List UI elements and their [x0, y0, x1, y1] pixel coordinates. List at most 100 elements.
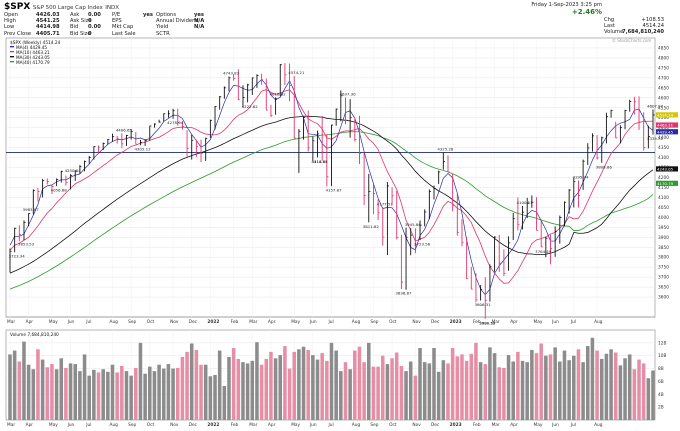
date-tick-label: Aug — [594, 319, 603, 325]
volume-bar — [199, 364, 203, 420]
volume-bar — [394, 352, 399, 420]
quote-value: yes — [194, 12, 204, 18]
volume-bar — [455, 356, 460, 420]
price-tick-label: 3700 — [658, 275, 669, 281]
volume-bar — [189, 343, 194, 420]
quote-value: N/A — [194, 18, 205, 25]
price-annotation: 4818.62 — [270, 91, 287, 96]
date-tick-label: 2022 — [207, 319, 219, 325]
last-value-marker — [656, 129, 678, 135]
price-tick-label: 4200 — [658, 175, 669, 181]
volume-bar — [31, 369, 36, 420]
volume-bar — [301, 346, 306, 420]
price-annotation: 4157.87 — [326, 188, 343, 193]
quote-value: N/A — [194, 24, 205, 31]
price-annotation: 4100.51 — [517, 200, 534, 205]
symbol: $SPX — [4, 2, 31, 12]
volume-bar — [161, 368, 166, 420]
quote-label: Open — [4, 12, 18, 18]
date-tick-label: Feb — [231, 319, 239, 325]
price-tick-label: 4100 — [658, 195, 669, 201]
price-tick-label: 3750 — [658, 265, 669, 271]
exchange: INDX — [105, 5, 120, 11]
price-annotation: 4335.31 — [647, 136, 664, 141]
price-annotation: 4278.94 — [167, 120, 184, 125]
date-tick-label: Aug — [352, 319, 361, 325]
volume-bar — [604, 353, 609, 420]
date-tick-label: Jul — [85, 422, 91, 428]
price-annotation: 3764.49 — [535, 249, 552, 254]
volume-bar — [534, 353, 539, 420]
price-annotation: 4195.44 — [572, 174, 589, 179]
volume-bar — [283, 346, 287, 420]
volume-bar — [227, 357, 231, 420]
watermark: © StockCharts.com — [612, 38, 651, 43]
price-annotation: 4177.51 — [377, 201, 394, 206]
volume-legend: Volume 7,684,810,240 — [10, 332, 59, 338]
volume-bar — [68, 363, 73, 420]
volume-bar — [581, 362, 585, 420]
date-tick-label: Feb — [473, 319, 481, 325]
volume-bar — [618, 365, 623, 420]
volume-bar — [297, 349, 301, 420]
quote-value: yes — [143, 12, 153, 18]
volume-bar — [516, 351, 520, 420]
volume-bar — [217, 350, 222, 420]
volume-bar — [441, 360, 446, 420]
volume-bar — [40, 359, 45, 420]
date-tick-label: Mar — [492, 422, 500, 428]
date-tick-label: Jul — [570, 422, 576, 428]
volume-bar — [334, 350, 338, 420]
legend-item: MA(40) 4170.79 — [16, 60, 50, 65]
volume-bar — [502, 367, 506, 420]
volume-bar — [390, 358, 394, 420]
last-value-label: 4463.21 — [657, 123, 674, 128]
volume-bar — [292, 351, 296, 420]
volume-bar — [558, 361, 562, 420]
volume-bar — [115, 372, 119, 420]
date-tick-label: Jul — [85, 319, 91, 325]
quote-label: Annual Dividend — [156, 18, 199, 25]
volume-bar — [525, 362, 529, 420]
date-tick-label: Jul — [570, 319, 576, 325]
volume-bar — [651, 370, 655, 420]
volume-bar — [264, 358, 269, 420]
quote-label: High — [4, 18, 16, 25]
volume-bar — [45, 367, 50, 420]
volume-bar — [208, 376, 213, 420]
last-value-label: 4243.05 — [657, 167, 674, 172]
volume-tick-label: 12B — [658, 340, 666, 346]
volume-bar — [469, 353, 474, 420]
volume-bar — [520, 360, 525, 420]
volume-label: Volume — [604, 29, 624, 35]
volume-bar — [371, 366, 376, 420]
quote-value: 4426.03 — [36, 12, 60, 18]
price-annotation: 4325.28 — [437, 146, 454, 151]
volume-value: 7,684,810,240 — [621, 29, 664, 35]
date-tick-label: Mar — [492, 319, 500, 325]
volume-bar — [73, 364, 78, 420]
quote-value: 0 — [88, 30, 92, 37]
volume-bar — [595, 350, 599, 420]
price-annotation: 4406.65 — [116, 127, 133, 132]
last-value-label: 4170.79 — [657, 181, 674, 186]
volume-bar — [367, 342, 371, 420]
legend-item: MA(30) 4243.05 — [16, 55, 50, 60]
volume-bar — [483, 364, 488, 420]
volume-tick-label: 4B — [658, 392, 664, 398]
price-tick-label: 4750 — [658, 65, 669, 71]
volume-bar — [143, 373, 147, 420]
last-value-marker — [656, 180, 678, 186]
volume-bar — [599, 358, 604, 420]
quote-value: 0.00 — [88, 12, 101, 18]
volume-bar — [166, 364, 171, 420]
volume-bar — [12, 350, 17, 420]
date-tick-label: Aug — [110, 422, 119, 428]
volume-bar — [222, 385, 227, 420]
volume-bar — [464, 360, 469, 420]
volume-bar — [576, 349, 581, 420]
price-annotation: 4607.07 — [647, 104, 664, 109]
date-tick-label: Nov — [170, 422, 179, 428]
volume-bar — [404, 371, 408, 420]
